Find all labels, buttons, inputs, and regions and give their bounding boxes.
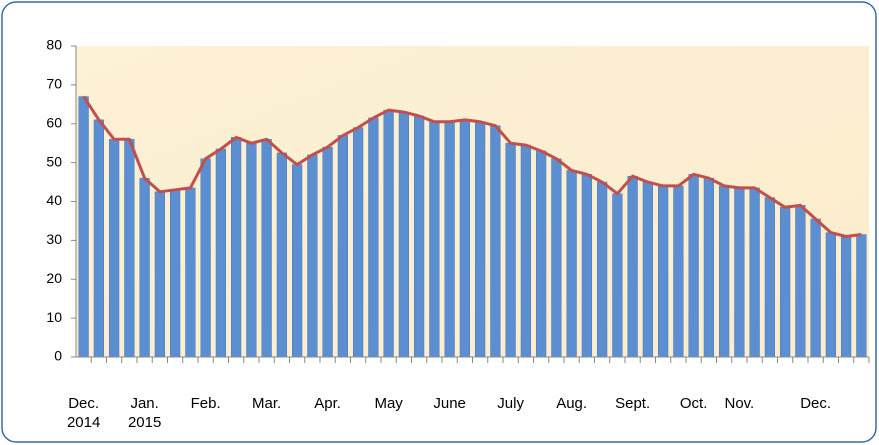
y-tick-label: 40 [46, 192, 62, 208]
bar [490, 125, 501, 358]
x-tick-label: Jan. 2015 [127, 395, 162, 431]
bar [795, 205, 806, 358]
bar [169, 189, 181, 358]
bar [459, 119, 471, 358]
y-tick-label: 50 [46, 153, 62, 169]
bar [108, 139, 120, 358]
bar [566, 170, 577, 358]
bar [810, 218, 821, 358]
x-tick-label: Apr. [314, 395, 341, 412]
bar [749, 187, 760, 358]
y-tick-label: 0 [54, 348, 62, 364]
bar [429, 121, 440, 358]
line [82, 95, 862, 238]
bar [139, 177, 150, 358]
y-tick-label: 20 [46, 270, 62, 286]
bar [703, 177, 715, 358]
bar [825, 232, 837, 358]
bar [78, 96, 89, 358]
bar [688, 174, 699, 358]
bar [185, 187, 196, 358]
bar [93, 119, 105, 358]
bar [764, 197, 776, 358]
bar [200, 158, 211, 358]
x-tick-label: Feb. [190, 395, 221, 412]
bar [596, 181, 608, 358]
y-tick-label: 30 [46, 231, 62, 247]
bar [840, 236, 852, 358]
bar [779, 207, 791, 358]
bar [337, 135, 349, 358]
bar [642, 181, 654, 358]
bar [322, 146, 333, 358]
x-tick-label: Aug. [556, 395, 588, 412]
bar [246, 142, 257, 358]
bar [673, 185, 684, 358]
x-tick-label: Oct. [679, 395, 708, 412]
bar [398, 111, 410, 358]
bar [291, 164, 303, 358]
bar [368, 117, 379, 358]
x-tick-label: Dec. 2014 [66, 395, 101, 431]
bar [413, 115, 425, 358]
bar [124, 139, 135, 358]
bar [383, 109, 394, 358]
x-tick-label: Sept. [615, 395, 651, 412]
bar [474, 121, 486, 358]
bar [215, 148, 227, 358]
bar [657, 185, 669, 358]
bar [352, 127, 364, 358]
bar [307, 154, 318, 358]
bar [551, 158, 562, 358]
bar [612, 193, 623, 358]
bar [261, 139, 272, 358]
bar [276, 152, 288, 358]
bar [154, 191, 166, 358]
x-tick-label: May [374, 395, 403, 412]
bar [718, 185, 730, 358]
bar [505, 142, 516, 358]
bar [444, 121, 455, 358]
x-tick-label: Dec. [800, 395, 832, 412]
bar [627, 175, 638, 358]
bar [230, 137, 242, 358]
bar [734, 187, 745, 358]
y-tick-label: 10 [46, 309, 62, 325]
bar [535, 150, 547, 358]
x-tick-label: July [497, 395, 524, 412]
y-tick-label: 80 [46, 37, 62, 53]
bar [520, 144, 532, 358]
x-tick-label: Nov. [724, 395, 755, 412]
y-tick-label: 60 [46, 114, 62, 130]
bar [856, 234, 867, 358]
x-tick-label: June [433, 395, 466, 412]
bar [581, 174, 593, 358]
y-tick-label: 70 [46, 76, 62, 92]
x-tick-label: Mar. [252, 395, 282, 412]
